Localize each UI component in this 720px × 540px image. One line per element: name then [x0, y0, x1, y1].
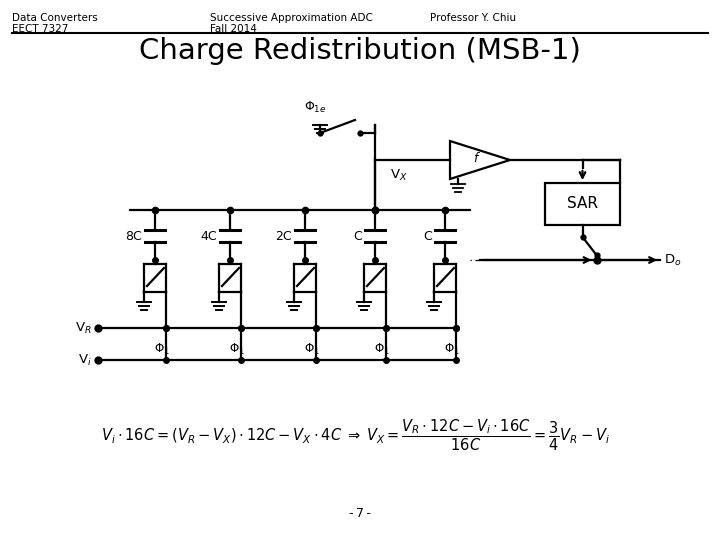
Text: SAR: SAR	[567, 197, 598, 212]
Text: V$_R$: V$_R$	[76, 320, 92, 335]
Text: Fall 2014: Fall 2014	[210, 24, 257, 34]
Text: $\Phi_1$: $\Phi_1$	[444, 342, 460, 357]
Text: $f$: $f$	[473, 151, 481, 165]
Text: $V_i \cdot 16C = (V_R - V_X) \cdot 12C - V_X \cdot 4C$$\;\Rightarrow\; V_X = \df: $V_i \cdot 16C = (V_R - V_X) \cdot 12C -…	[101, 417, 609, 453]
Text: Charge Redistribution (MSB-1): Charge Redistribution (MSB-1)	[139, 37, 581, 65]
Text: Successive Approximation ADC: Successive Approximation ADC	[210, 13, 373, 23]
Text: $\Phi_1$: $\Phi_1$	[229, 342, 245, 357]
Text: C: C	[423, 230, 432, 242]
Text: V$_i$: V$_i$	[78, 353, 92, 368]
Text: $\Phi_{1e}$: $\Phi_{1e}$	[304, 100, 326, 115]
Text: C: C	[354, 230, 362, 242]
Text: Data Converters: Data Converters	[12, 13, 98, 23]
Text: $\Phi_1$: $\Phi_1$	[154, 342, 170, 357]
Text: 8C: 8C	[125, 230, 142, 242]
Text: $\Phi_1$: $\Phi_1$	[374, 342, 390, 357]
Text: V$_X$: V$_X$	[390, 168, 408, 183]
Text: - 7 -: - 7 -	[349, 507, 371, 520]
Text: 2C: 2C	[275, 230, 292, 242]
Text: EECT 7327: EECT 7327	[12, 24, 68, 34]
Text: D$_o$: D$_o$	[664, 252, 682, 267]
Text: Professor Y. Chiu: Professor Y. Chiu	[430, 13, 516, 23]
Bar	[545, 183, 620, 225]
Text: $\Phi_1$: $\Phi_1$	[304, 342, 320, 357]
Text: 4C: 4C	[200, 230, 217, 242]
